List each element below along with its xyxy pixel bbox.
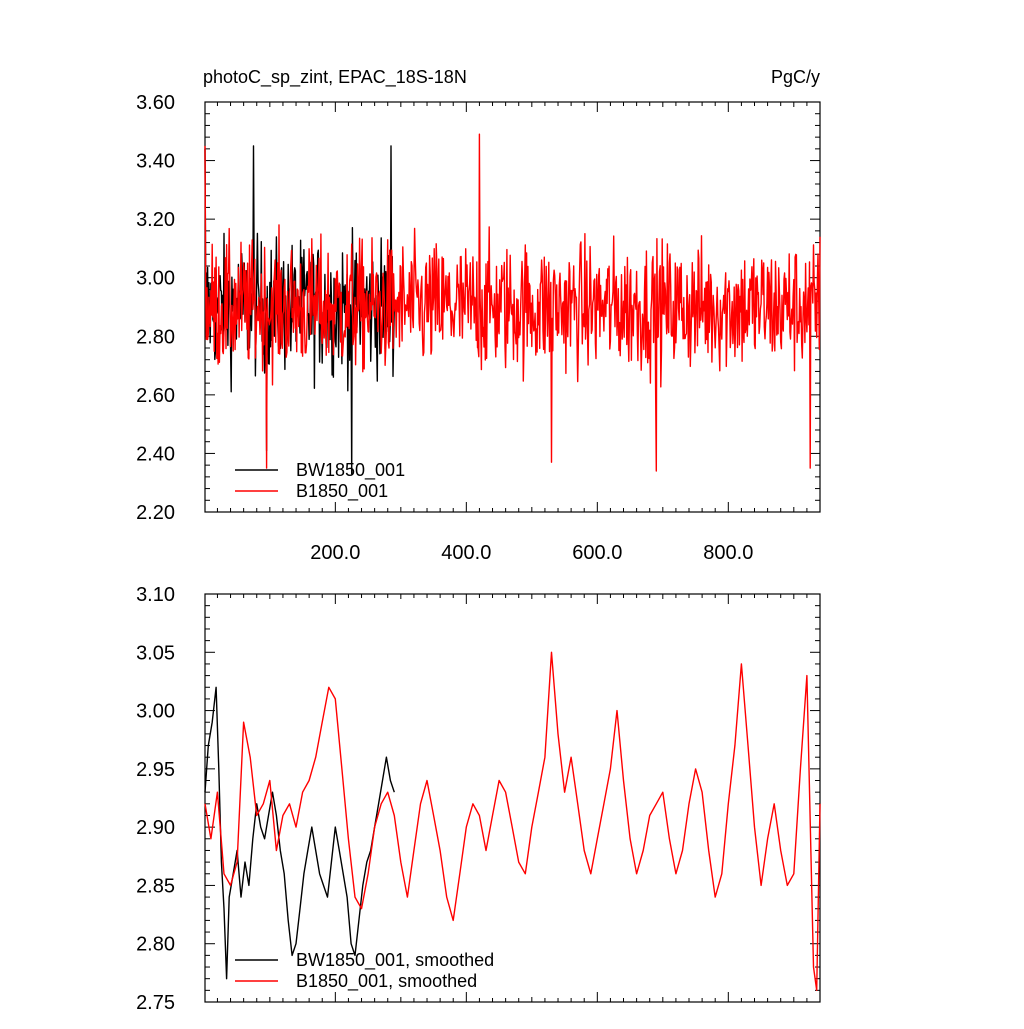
bottom-panel: 2.75 2.80 2.85 2.90 2.95 3.00 3.05 3.10 BW1850_0… <box>136 584 821 1014</box>
y-tick-label: 2.40 <box>136 443 175 465</box>
x-tick-label: 400.0 <box>441 542 491 564</box>
y-tick-label: 3.20 <box>136 209 175 231</box>
y-tick-label: 2.95 <box>136 759 175 781</box>
legend-label: B1850_001, smoothed <box>296 971 477 992</box>
x-tick-label: 800.0 <box>703 542 753 564</box>
y-tick-label: 2.75 <box>136 992 175 1014</box>
y-tick-label: 3.10 <box>136 584 175 606</box>
legend-label: BW1850_001, smoothed <box>296 950 494 971</box>
y-tick-label: 3.00 <box>136 268 175 290</box>
top-panel: 2.20 2.40 2.60 2.80 3.00 3.20 3.40 3.60 200.0 400… <box>136 92 821 564</box>
y-tick-label: 2.80 <box>136 934 175 956</box>
chart-title: photoC_sp_zint, EPAC_18S-18N <box>203 67 467 88</box>
y-tick-label: 3.00 <box>136 701 175 723</box>
x-tick-label: 600.0 <box>572 542 622 564</box>
y-tick-label: 2.85 <box>136 875 175 897</box>
y-tick-label: 2.80 <box>136 326 175 348</box>
legend-label: B1850_001 <box>296 481 388 502</box>
x-tick-label: 200.0 <box>310 542 360 564</box>
y-tick-label: 3.05 <box>136 642 175 664</box>
y-tick-label: 2.90 <box>136 817 175 839</box>
y-tick-label: 3.60 <box>136 92 175 114</box>
plot-frame <box>204 593 821 1003</box>
series-line <box>204 686 395 980</box>
series-line <box>204 133 821 472</box>
y-tick-label: 2.60 <box>136 385 175 407</box>
series-line <box>204 651 821 991</box>
legend-label: BW1850_001 <box>296 460 405 481</box>
units-label: PgC/y <box>771 67 820 87</box>
y-tick-label: 3.40 <box>136 151 175 173</box>
y-tick-label: 2.20 <box>136 502 175 524</box>
